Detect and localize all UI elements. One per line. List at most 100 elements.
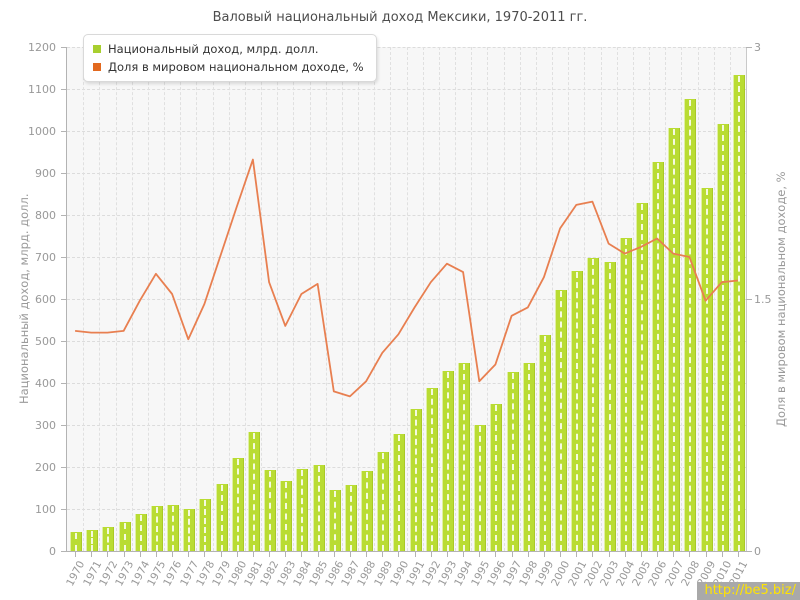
gridline-x-10 (228, 47, 230, 551)
income-swatch-icon (93, 45, 101, 53)
left-tick-label-400: 400 (35, 376, 56, 390)
x-tick-2004 (624, 551, 626, 557)
bar-1986 (328, 490, 341, 551)
x-tick-2006 (657, 551, 659, 557)
x-tick-1973 (123, 551, 125, 557)
gridline-x-28 (519, 47, 521, 551)
x-tick-2003 (608, 551, 610, 557)
left-tick-0 (61, 551, 67, 552)
x-tick-1970 (75, 551, 77, 557)
left-tick-label-1200: 1200 (28, 40, 56, 54)
left-tick-label-1100: 1100 (28, 82, 56, 96)
gridline-x-37 (665, 47, 667, 551)
x-tick-1974 (139, 551, 141, 557)
gridline-x-29 (535, 47, 537, 551)
x-tick-2011 (737, 551, 739, 557)
gridline-x-36 (649, 47, 650, 551)
left-tick-label-0: 0 (49, 544, 56, 558)
x-tick-1984 (301, 551, 303, 557)
gridline-x-33 (600, 47, 602, 551)
x-tick-1994 (463, 551, 465, 557)
bar-1981 (247, 432, 260, 551)
bar-1972 (102, 527, 115, 551)
bar-2001 (571, 270, 584, 552)
chart-title: Валовый национальный доход Мексики, 1970… (212, 10, 588, 25)
gridline-x-38 (681, 47, 683, 551)
gridline-x-7 (180, 47, 182, 551)
left-tick-600 (61, 299, 67, 300)
watermark-link[interactable]: http://be5.biz/ (697, 582, 800, 600)
bar-2002 (587, 258, 600, 551)
x-tick-1977 (188, 551, 190, 557)
bar-2010 (716, 123, 729, 552)
gridline-x-31 (568, 47, 570, 551)
bar-1995 (474, 425, 487, 551)
bar-1977 (183, 509, 196, 551)
gridline-x-39 (697, 47, 699, 551)
left-tick-900 (61, 173, 67, 174)
gridline-x-12 (261, 47, 262, 551)
x-tick-1979 (220, 551, 222, 557)
bar-2008 (684, 99, 697, 551)
x-tick-1995 (479, 551, 481, 557)
bar-1970 (70, 532, 83, 551)
left-tick-label-800: 800 (35, 208, 56, 222)
left-tick-label-200: 200 (35, 460, 56, 474)
x-tick-1976 (172, 551, 174, 557)
left-tick-label-500: 500 (35, 334, 56, 348)
bar-2007 (668, 128, 681, 551)
right-tick-label-0: 0 (754, 544, 761, 558)
share-swatch-icon (93, 63, 101, 71)
gridline-x-20 (390, 47, 392, 551)
x-tick-1989 (382, 551, 384, 557)
gridline-x-35 (632, 47, 634, 551)
gridline-x-19 (374, 47, 376, 551)
gridline-x-4 (131, 47, 133, 551)
x-tick-1988 (366, 551, 368, 557)
x-tick-1972 (107, 551, 109, 557)
bar-1992 (425, 388, 438, 551)
left-tick-700 (61, 257, 67, 258)
left-tick-200 (61, 467, 67, 468)
gridline-x-14 (293, 47, 295, 551)
x-tick-2007 (673, 551, 675, 557)
left-tick-1200 (61, 47, 67, 48)
left-tick-800 (61, 215, 67, 216)
bar-1996 (490, 404, 503, 551)
right-tick-label-3: 3 (754, 40, 761, 54)
left-tick-label-900: 900 (35, 166, 56, 180)
bar-1997 (506, 372, 519, 551)
gridline-x-5 (147, 47, 149, 551)
legend-item-income: Национальный доход, млрд. долл. (93, 40, 364, 58)
gridline-x-2 (99, 47, 101, 551)
left-tick-label-700: 700 (35, 250, 56, 264)
x-tick-1982 (269, 551, 271, 557)
x-tick-2008 (689, 551, 691, 557)
x-tick-1971 (91, 551, 93, 557)
left-axis-tick-labels: 0 100 200 300 400 500 600 700 800 900 1000 1100 1200 (0, 41, 60, 558)
x-tick-2005 (640, 551, 642, 557)
gridline-x-15 (309, 47, 311, 551)
gridline-x-24 (455, 47, 456, 551)
right-tick-3 (746, 47, 752, 48)
plot-area (61, 47, 752, 557)
bar-2005 (635, 202, 648, 552)
gridline-x-3 (115, 47, 117, 551)
bar-2006 (652, 162, 665, 551)
gridline-x-34 (616, 47, 618, 551)
left-tick-1100 (61, 89, 67, 90)
bar-2011 (732, 74, 745, 552)
gridline-x-23 (438, 47, 440, 551)
bar-1974 (134, 514, 147, 551)
x-tick-2009 (705, 551, 707, 557)
left-tick-label-300: 300 (35, 418, 56, 432)
x-tick-1999 (543, 551, 545, 557)
bar-2003 (603, 262, 616, 551)
x-tick-1986 (333, 551, 335, 557)
gridline-x-6 (164, 47, 165, 551)
x-tick-1998 (527, 551, 529, 557)
bar-1973 (118, 522, 131, 551)
bar-1988 (361, 471, 374, 551)
gridline-x-21 (406, 47, 408, 551)
bar-1991 (409, 409, 422, 551)
